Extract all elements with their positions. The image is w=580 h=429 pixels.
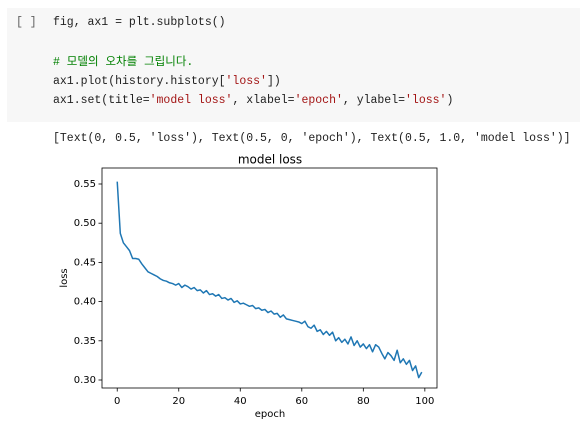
code-token: , ylabel= [343,94,405,107]
plot-area [101,167,438,389]
code-token: 'loss' [226,75,267,88]
y-tick-label: 0.30 [74,375,96,386]
x-axis-label: epoch [255,409,285,420]
x-tick-label: 80 [357,396,370,407]
code-token: , xlabel= [232,94,294,107]
code-token: 'epoch' [295,94,343,107]
code-line: ax1.plot(history.history['loss']) [53,75,281,88]
loss-line [116,181,423,379]
x-tick-label: 20 [172,396,185,407]
chart-title: model loss [238,153,302,167]
x-tick-label: 0 [114,396,120,407]
code-token: ]) [267,75,281,88]
code-token: ) [446,94,453,107]
x-tick-label: 100 [415,396,434,407]
output-text: [Text(0, 0.5, 'loss'), Text(0.5, 0, 'epo… [53,132,571,145]
code-token: fig, ax1 = plt.subplots() [53,16,226,29]
run-button[interactable]: [ ] [16,16,37,29]
code-token: ax1.plot(history.history[ [53,75,226,88]
code-token: 'loss' [405,94,446,107]
y-tick-label: 0.35 [74,336,96,347]
y-tick-label: 0.40 [74,297,96,308]
y-tick-label: 0.50 [74,218,96,229]
x-tick-label: 40 [234,396,247,407]
y-tick-label: 0.55 [74,179,96,190]
code-line: # 모델의 오차를 그립니다. [53,54,193,69]
code-line: ax1.set(title='model loss', xlabel='epoc… [53,94,453,107]
y-axis-label: loss [59,268,70,287]
y-tick-label: 0.45 [74,257,96,268]
code-token: # 모델의 오차를 그립니다. [53,54,193,69]
x-tick-label: 60 [295,396,308,407]
code-cell [7,8,580,122]
code-line: fig, ax1 = plt.subplots() [53,16,226,29]
code-token: ax1.set(title= [53,94,150,107]
code-token: 'model loss' [150,94,233,107]
